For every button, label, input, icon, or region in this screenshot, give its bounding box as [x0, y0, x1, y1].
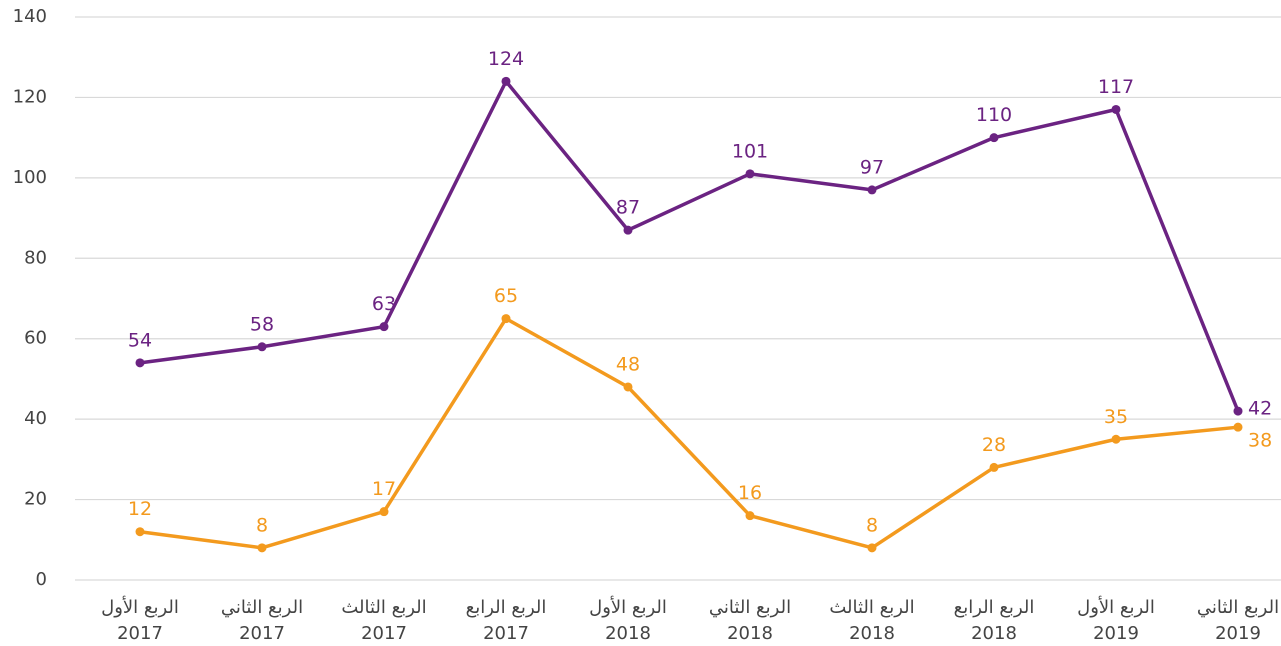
x-tick-label: الربع الأول — [101, 596, 179, 618]
x-tick-label: الربع الثاني — [1197, 597, 1279, 618]
x-tick-label: 2019 — [1093, 623, 1139, 644]
data-point — [989, 133, 999, 143]
x-tick-label: الربع الرابع — [954, 597, 1035, 618]
x-tick-label: 2017 — [483, 623, 529, 644]
data-label: 63 — [372, 293, 396, 315]
x-tick-label: 2017 — [117, 623, 163, 644]
data-label: 35 — [1104, 406, 1128, 428]
data-label: 42 — [1248, 398, 1272, 420]
x-tick-label: 2017 — [239, 623, 285, 644]
data-label: 48 — [616, 353, 640, 375]
y-tick-label: 0 — [36, 569, 47, 590]
data-label: 54 — [128, 329, 152, 351]
x-tick-label: الربع الثاني — [221, 597, 303, 618]
y-tick-label: 100 — [13, 167, 47, 188]
x-tick-label: الربع الرابع — [466, 597, 547, 618]
data-point — [989, 462, 999, 472]
x-tick-label: 2018 — [971, 623, 1017, 644]
x-tick-label: 2018 — [849, 623, 895, 644]
data-point — [501, 76, 511, 86]
y-tick-label: 80 — [24, 247, 47, 268]
data-point — [867, 185, 877, 195]
x-tick-label: الربع الأول — [589, 596, 667, 618]
x-tick-label: الربع الثالث — [829, 597, 914, 618]
data-label: 97 — [860, 156, 884, 178]
data-point — [1111, 104, 1121, 114]
data-label: 8 — [866, 514, 878, 536]
data-point — [623, 382, 633, 392]
data-point — [1233, 422, 1243, 432]
data-label: 28 — [982, 434, 1006, 456]
data-point — [135, 527, 145, 537]
data-label: 17 — [372, 478, 396, 500]
data-point — [257, 543, 267, 553]
data-point — [623, 225, 633, 235]
data-label: 65 — [494, 285, 518, 307]
y-tick-label: 120 — [13, 86, 47, 107]
data-label: 16 — [738, 482, 762, 504]
data-point — [867, 543, 877, 553]
x-tick-label: 2017 — [361, 623, 407, 644]
y-tick-label: 140 — [13, 6, 47, 27]
x-tick-label: الربع الثالث — [341, 597, 426, 618]
data-point — [257, 342, 267, 352]
series-line — [139, 316, 1239, 550]
data-label: 12 — [128, 498, 152, 520]
data-label: 38 — [1248, 430, 1272, 452]
x-tick-label: الربع الثاني — [709, 597, 791, 618]
data-point — [745, 511, 755, 521]
data-label: 101 — [732, 140, 768, 162]
y-tick-label: 40 — [24, 408, 47, 429]
data-label: 117 — [1098, 76, 1134, 98]
data-label: 8 — [256, 514, 268, 536]
y-tick-label: 20 — [24, 489, 47, 510]
x-tick-label: 2019 — [1215, 623, 1261, 644]
data-point — [501, 314, 511, 324]
data-label: 124 — [488, 48, 524, 70]
x-tick-label: 2018 — [727, 623, 773, 644]
data-point — [745, 169, 755, 179]
data-point — [135, 358, 145, 368]
data-point — [379, 322, 389, 332]
data-label: 58 — [250, 313, 274, 335]
x-tick-label: 2018 — [605, 623, 651, 644]
data-point — [1111, 434, 1121, 444]
data-label: 110 — [976, 104, 1012, 126]
y-tick-label: 60 — [24, 328, 47, 349]
data-point — [1233, 406, 1243, 416]
x-tick-label: الربع الأول — [1077, 596, 1155, 618]
data-point — [379, 507, 389, 517]
data-label: 87 — [616, 197, 640, 219]
series-line — [139, 79, 1240, 412]
